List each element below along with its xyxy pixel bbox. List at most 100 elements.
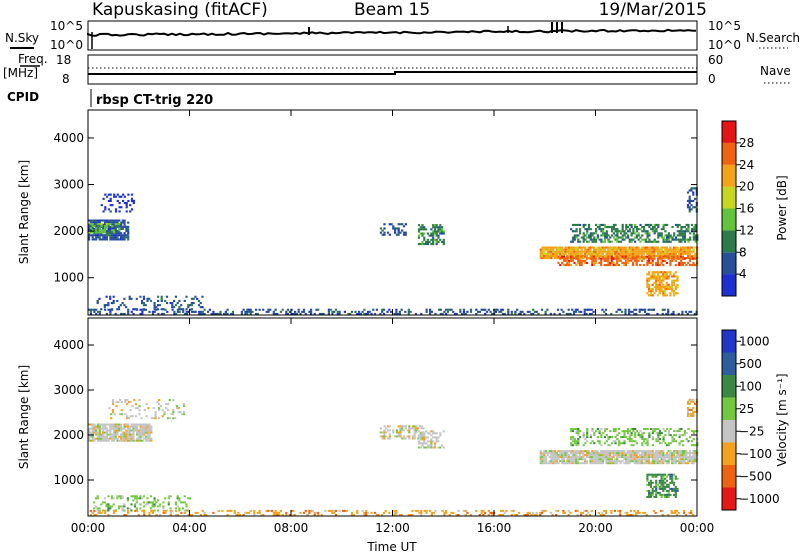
power-data-cell (655, 223, 658, 226)
velocity-data-cell (89, 509, 92, 512)
velocity-data-cell (166, 403, 170, 406)
power-data-cell (660, 254, 663, 257)
power-data-cell (127, 227, 130, 230)
power-data-cell (98, 221, 101, 224)
power-data-cell (662, 290, 665, 293)
power-data-cell (125, 210, 128, 213)
power-data-cell (93, 234, 96, 237)
power-data-cell (625, 232, 628, 235)
power-data-cell (187, 304, 190, 307)
power-data-cell (196, 297, 199, 300)
power-data-cell (545, 254, 548, 257)
power-data-cell (432, 224, 435, 227)
velocity-data-cell (655, 452, 658, 455)
velocity-data-cell (662, 440, 665, 443)
velocity-data-cell (425, 442, 428, 445)
power-data-cell (632, 250, 635, 253)
velocity-data-cell (633, 456, 636, 459)
power-data-cell (178, 306, 181, 309)
power-data-cell (605, 259, 608, 262)
velocity-data-cell (158, 417, 161, 420)
velocity-data-cell (571, 428, 575, 430)
velocity-data-cell (176, 514, 179, 516)
velocity-data-cell (680, 456, 683, 459)
velocity-data-cell (313, 514, 316, 516)
velocity-data-cell (334, 514, 338, 516)
noise-panel: N.Sky 10^5 10^0 10^5 10^0 N.Search (5, 19, 800, 52)
power-data-cell (89, 234, 92, 237)
velocity-data-cell (121, 435, 124, 438)
velocity-data-cell (642, 462, 645, 465)
power-data-cell (692, 236, 695, 239)
power-data-cell (388, 233, 391, 236)
power-data-cell (588, 312, 592, 315)
power-data-cell (646, 236, 649, 239)
power-data-cell (459, 310, 462, 313)
velocity-data-cell (649, 473, 652, 476)
velocity-data-cell (132, 423, 135, 426)
velocity-data-cell (125, 425, 128, 428)
velocity-data-cell (674, 477, 677, 480)
velocity-data-cell (587, 456, 590, 459)
velocity-data-cell (411, 514, 414, 516)
power-data-cell (545, 252, 548, 255)
power-data-cell (690, 187, 693, 190)
power-data-cell (514, 310, 517, 313)
power-data-cell (109, 236, 112, 239)
power-data-cell (95, 308, 98, 311)
velocity-data-cell (401, 427, 404, 430)
velocity-data-cell (644, 460, 647, 463)
velocity-data-cell (116, 495, 119, 498)
velocity-data-cell (541, 456, 544, 459)
velocity-data-cell (546, 452, 549, 455)
velocity-data-cell (88, 431, 91, 434)
power-data-cell (621, 226, 624, 229)
velocity-data-cell (585, 452, 589, 455)
power-colorbar-tick-label: 4 (739, 267, 747, 281)
power-data-cell (327, 308, 330, 311)
power-data-cell (665, 257, 668, 260)
velocity-data-cell (96, 495, 99, 498)
power-data-cell (573, 238, 576, 241)
velocity-data-cell (247, 511, 251, 514)
power-data-cell (610, 259, 613, 262)
power-data-cell (469, 310, 473, 313)
power-data-cell (651, 308, 654, 311)
velocity-data-cell (670, 509, 673, 512)
power-data-cell (107, 308, 110, 311)
power-data-cell (646, 277, 649, 280)
power-data-cell (589, 254, 592, 257)
velocity-data-cell (669, 442, 672, 445)
velocity-data-cell (688, 456, 692, 459)
power-data-cell (637, 250, 640, 253)
velocity-data-cell (555, 462, 558, 465)
velocity-data-cell (651, 473, 654, 476)
velocity-data-cell (127, 425, 130, 428)
velocity-data-cell (687, 452, 690, 455)
velocity-data-cell (230, 509, 233, 512)
velocity-data-cell (317, 514, 320, 516)
power-data-cell (208, 308, 211, 311)
velocity-data-cell (430, 446, 433, 449)
velocity-data-cell (669, 481, 672, 484)
velocity-data-cell (662, 477, 665, 480)
velocity-data-cell (111, 411, 115, 414)
velocity-data-cell (632, 454, 635, 457)
power-data-cell (657, 223, 660, 226)
velocity-data-cell (619, 511, 622, 514)
power-data-cell (582, 257, 585, 260)
power-data-cell (439, 232, 442, 235)
velocity-data-cell (610, 460, 613, 463)
power-data-cell (651, 240, 654, 243)
power-data-cell (591, 252, 594, 255)
velocity-data-cell (658, 438, 662, 441)
power-data-cell (662, 257, 665, 260)
velocity-data-cell (628, 430, 631, 433)
power-data-cell (96, 299, 99, 302)
velocity-data-cell (417, 436, 421, 439)
power-data-cell (575, 257, 578, 260)
velocity-data-cell (662, 436, 665, 439)
power-data-cell (114, 221, 117, 224)
power-data-cell (628, 228, 631, 231)
power-data-cell (441, 312, 444, 315)
